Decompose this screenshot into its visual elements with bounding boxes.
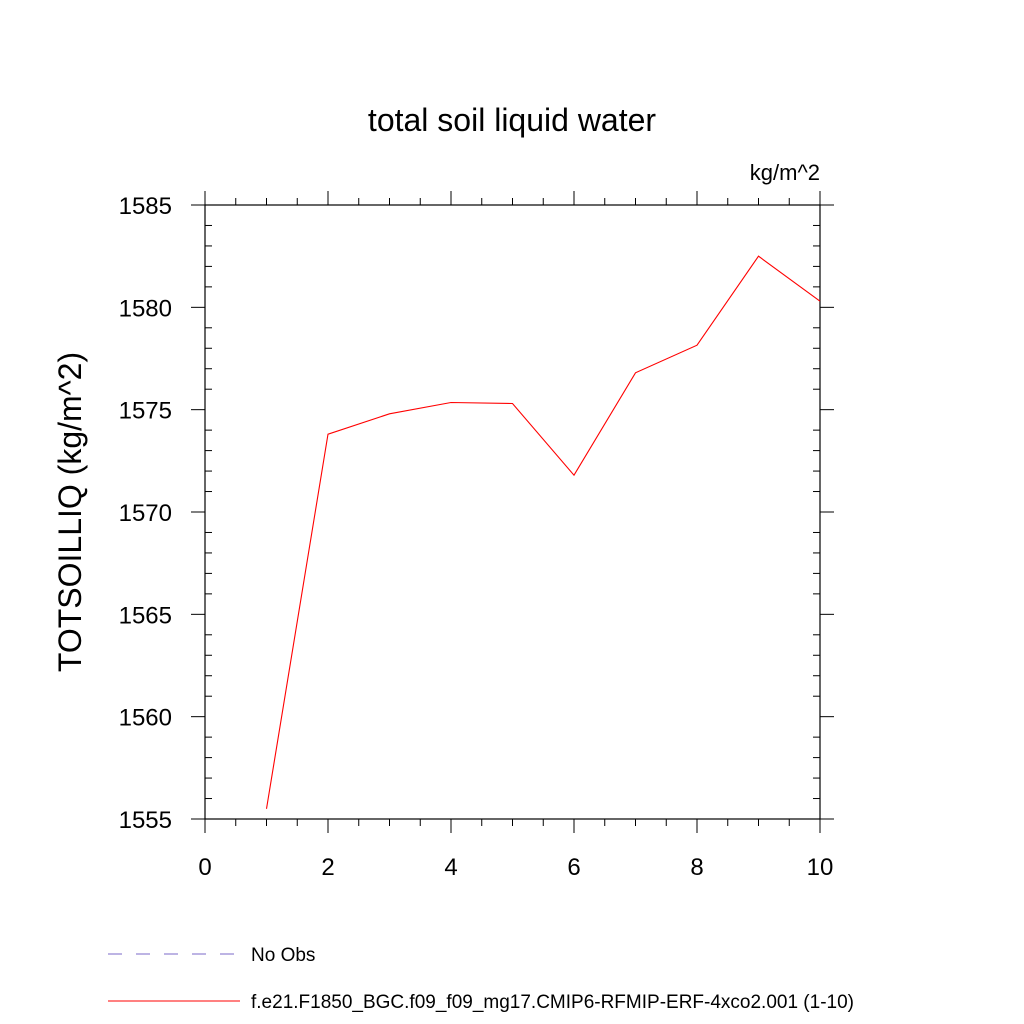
plot-frame — [204, 204, 821, 820]
y-tick-label: 1580 — [119, 295, 172, 322]
legend: No Obs f.e21.F1850_BGC.f09_f09_mg17.CMIP6… — [108, 945, 854, 1013]
x-tick-label: 0 — [198, 854, 211, 881]
legend-label: f.e21.F1850_BGC.f09_f09_mg17.CMIP6-RFMIP… — [251, 992, 854, 1013]
axis-ticks — [191, 191, 834, 833]
legend-label: No Obs — [251, 945, 315, 966]
series-layer — [265, 255, 821, 809]
x-tick-label: 2 — [321, 854, 334, 881]
x-tick-label: 10 — [807, 854, 834, 881]
y-tick-label: 1555 — [119, 807, 172, 834]
y-tick-labels: 1555 1560 1565 1570 1575 1580 1585 — [119, 193, 172, 834]
x-tick-label: 8 — [690, 854, 703, 881]
y-tick-label: 1585 — [119, 193, 172, 220]
y-tick-label: 1570 — [119, 500, 172, 527]
y-tick-label: 1575 — [119, 398, 172, 425]
series-line — [265, 255, 821, 809]
y-tick-label: 1560 — [119, 705, 172, 732]
x-tick-label: 4 — [444, 854, 457, 881]
chart-title: total soil liquid water — [368, 102, 656, 138]
x-tick-label: 6 — [567, 854, 580, 881]
x-tick-labels: 0 2 4 6 8 10 — [198, 854, 833, 881]
y-tick-label: 1565 — [119, 602, 172, 629]
units-label: kg/m^2 — [750, 160, 820, 185]
y-axis-label: TOTSOILLIQ (kg/m^2) — [52, 352, 88, 672]
